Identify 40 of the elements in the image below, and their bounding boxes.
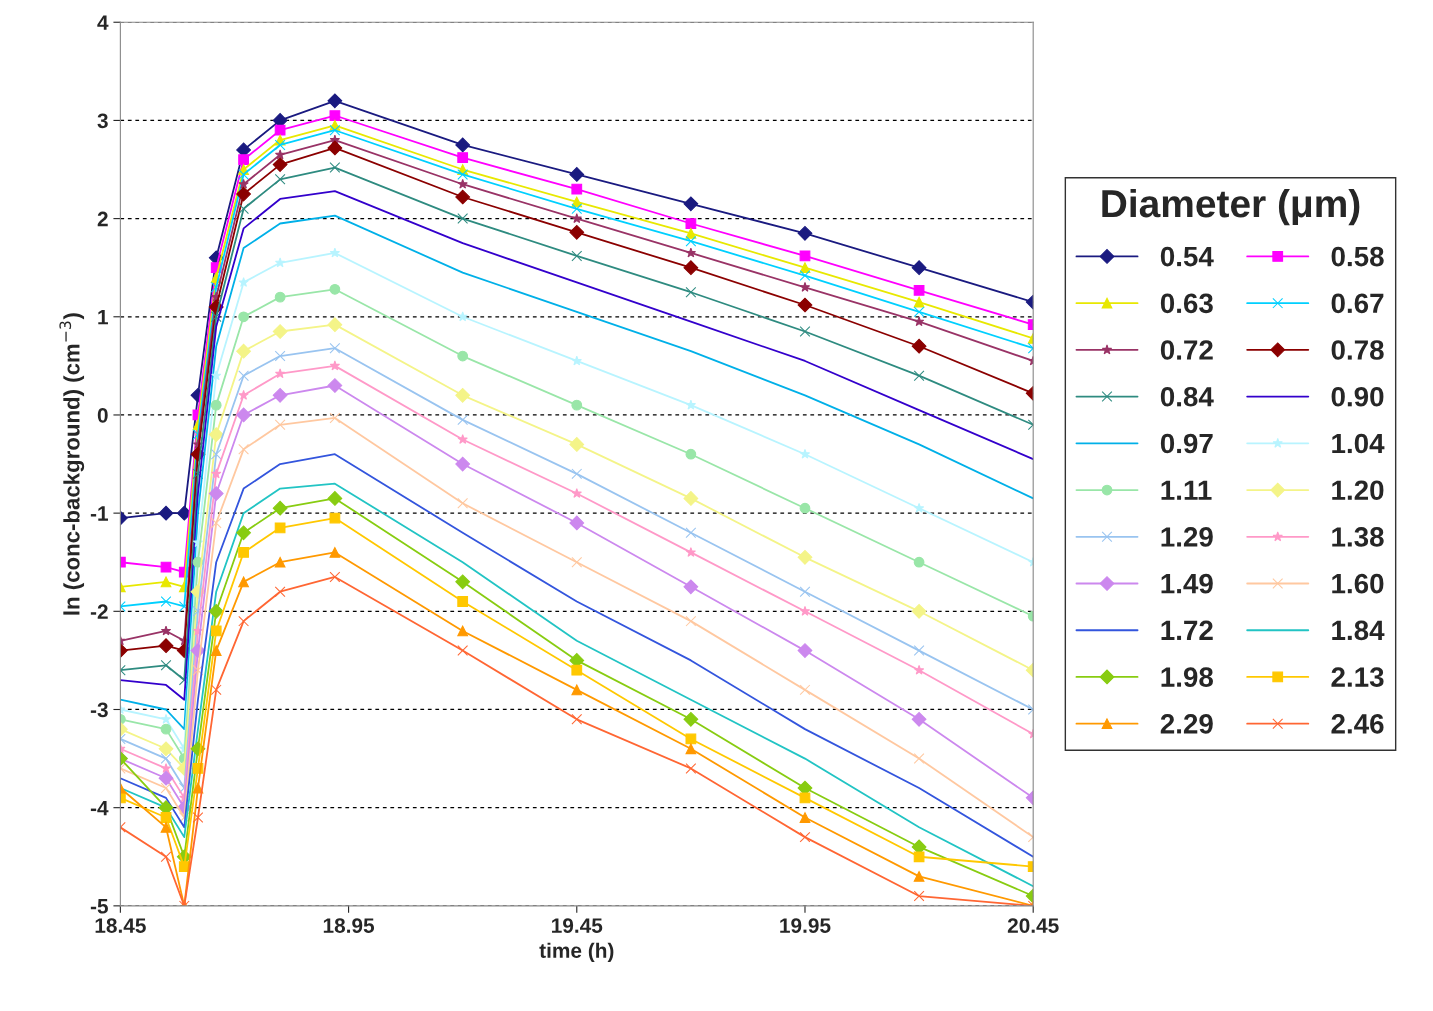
legend-label: 0.72 — [1160, 340, 1213, 360]
y-tick-label: -5 — [90, 899, 108, 914]
legend-label: 1.84 — [1332, 620, 1385, 641]
legend-label: 0.97 — [1160, 433, 1213, 454]
x-tick-label: 20.45 — [1007, 918, 1059, 933]
x-axis-title: time (h) — [539, 942, 614, 963]
x-tick-label: 18.45 — [95, 918, 146, 933]
legend-label: 1.60 — [1332, 573, 1384, 594]
legend-label: 1.72 — [1161, 620, 1213, 640]
legend-label: 0.54 — [1160, 246, 1214, 267]
legend-label: 1.49 — [1161, 573, 1213, 594]
legend-label: 0.58 — [1331, 246, 1384, 267]
y-tick-label: -4 — [90, 800, 109, 816]
legend-label: 1.11 — [1161, 480, 1212, 500]
y-axis-title: ln (conc-background) (cm$^{−3}$) — [59, 313, 85, 615]
y-tick-label: 3 — [97, 113, 108, 129]
y-tick-label: 2 — [97, 211, 108, 227]
legend-label: 2.13 — [1331, 667, 1384, 687]
legend-label: 2.29 — [1160, 714, 1213, 734]
x-tick-label: 19.45 — [552, 918, 603, 933]
legend-label: 0.84 — [1160, 386, 1214, 407]
x-tick-label: 18.95 — [323, 918, 375, 933]
legend-label: 0.63 — [1160, 293, 1213, 314]
y-tick-label: 0 — [97, 407, 108, 423]
legend-title: Diameter (μm) — [1102, 188, 1360, 226]
y-tick-label: 1 — [98, 310, 108, 325]
y-tick-label: -1 — [90, 506, 108, 521]
x-tick-label: 19.95 — [780, 918, 831, 933]
y-tick-label: -3 — [90, 702, 108, 718]
legend-label: 1.38 — [1332, 527, 1384, 547]
legend-label: 0.90 — [1331, 386, 1384, 407]
legend-label: 0.67 — [1331, 293, 1384, 314]
legend-label: 1.98 — [1161, 667, 1213, 687]
y-tick-label: 4 — [97, 15, 109, 30]
y-tick-label: -2 — [90, 604, 108, 619]
legend-label: 0.78 — [1331, 340, 1384, 360]
legend-label: 2.46 — [1331, 714, 1384, 734]
legend-label: 1.04 — [1332, 433, 1385, 454]
legend-label: 1.20 — [1332, 480, 1384, 501]
legend-label: 1.29 — [1161, 527, 1213, 547]
